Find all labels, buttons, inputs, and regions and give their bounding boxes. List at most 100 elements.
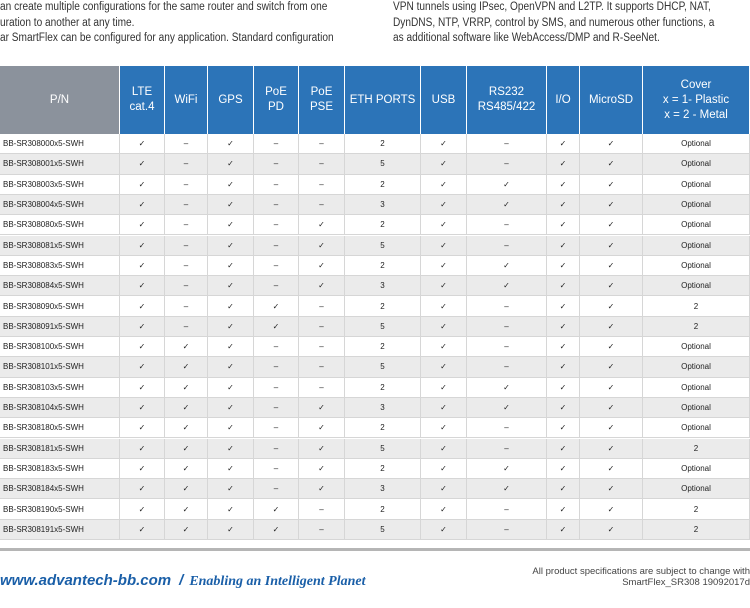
- table-cell: Optional: [643, 174, 750, 195]
- table-cell: –: [254, 397, 299, 419]
- table-cell: 2: [643, 499, 750, 520]
- table-cell: ✓: [467, 255, 547, 277]
- header-text: P/N: [49, 93, 70, 106]
- table-cell: ✓: [547, 316, 580, 337]
- table-cell: ✓: [120, 438, 165, 459]
- table-cell: 2: [345, 296, 421, 317]
- table-cell: 2: [643, 519, 750, 540]
- table-cell: ✓: [421, 235, 467, 256]
- table-cell: ✓: [208, 134, 254, 155]
- header-text: cat.4: [129, 101, 155, 113]
- table-cell: 2: [345, 134, 421, 155]
- table-cell: 2: [643, 316, 750, 337]
- table-cell: Optional: [643, 377, 750, 398]
- table-row: BB-SR308001x5-SWH ✓ – ✓ – –5 ✓ – ✓ ✓ Optional: [0, 154, 750, 175]
- header-text: GPS: [218, 93, 243, 106]
- table-cell: –: [254, 458, 299, 480]
- table-cell: ✓: [421, 255, 467, 277]
- table-cell: ✓: [580, 194, 643, 216]
- intro-line: an create multiple configurations for th…: [0, 1, 328, 13]
- table-cell: ✓: [421, 499, 467, 520]
- table-cell: –: [254, 418, 299, 439]
- table-cell: ✓: [120, 134, 165, 155]
- table-cell: 5: [345, 235, 421, 256]
- table-cell: ✓: [208, 296, 254, 317]
- table-cell: ✓: [421, 519, 467, 540]
- header-cell: WiFi: [165, 66, 208, 134]
- table-cell: –: [299, 519, 345, 540]
- table-cell: –: [254, 215, 299, 236]
- table-cell: ✓: [421, 276, 467, 297]
- table-row: BB-SR308100x5-SWH ✓ ✓ ✓ – –2 ✓ – ✓ ✓ Optional: [0, 337, 750, 358]
- table-cell: ✓: [547, 235, 580, 256]
- table-cell: ✓: [208, 418, 254, 439]
- table-cell: ✓: [467, 194, 547, 216]
- table-cell: ✓: [421, 438, 467, 459]
- table-cell: ✓: [580, 418, 643, 439]
- table-cell: Optional: [643, 255, 750, 277]
- table-cell: ✓: [208, 154, 254, 175]
- table-row: BB-SR308091x5-SWH ✓ – ✓ ✓ –5 ✓ – ✓ ✓ 2: [0, 316, 750, 337]
- table-cell: 2: [345, 255, 421, 277]
- table-cell: ✓: [208, 194, 254, 216]
- table-cell: BB-SR308083x5-SWH: [0, 255, 120, 277]
- table-row: BB-SR308101x5-SWH ✓ ✓ ✓ – –5 ✓ – ✓ ✓ Optional: [0, 357, 750, 378]
- table-cell: –: [467, 134, 547, 155]
- intro-line: uration to another at any time.: [0, 16, 135, 29]
- table-cell: ✓: [120, 479, 165, 500]
- table-cell: –: [165, 316, 208, 337]
- table-cell: ✓: [165, 479, 208, 500]
- table-cell: –: [299, 296, 345, 317]
- table-cell: ✓: [467, 174, 547, 195]
- table-cell: ✓: [580, 458, 643, 480]
- table-cell: BB-SR308003x5-SWH: [0, 174, 120, 195]
- table-cell: ✓: [120, 337, 165, 358]
- table-cell: ✓: [547, 357, 580, 378]
- table-row: BB-SR308190x5-SWH ✓ ✓ ✓ ✓ –2 ✓ – ✓ ✓ 2: [0, 499, 750, 520]
- table-cell: ✓: [120, 499, 165, 520]
- table-cell: ✓: [580, 174, 643, 195]
- table-cell: BB-SR308181x5-SWH: [0, 438, 120, 459]
- table-cell: –: [467, 296, 547, 317]
- table-cell: ✓: [421, 296, 467, 317]
- table-cell: BB-SR308191x5-SWH: [0, 519, 120, 540]
- table-row: BB-SR308181x5-SWH ✓ ✓ ✓ – ✓ 5 ✓ – ✓ ✓ 2: [0, 438, 750, 459]
- table-cell: ✓: [547, 479, 580, 500]
- table-row: BB-SR308184x5-SWH ✓ ✓ ✓ – ✓ 3 ✓ ✓ ✓ ✓ Optional: [0, 479, 750, 500]
- table-cell: Optional: [643, 479, 750, 500]
- table-cell: ✓: [208, 519, 254, 540]
- table-cell: 5: [345, 316, 421, 337]
- header-cell: ETH PORTS: [345, 66, 421, 134]
- intro-left: an create multiple configurations for th…: [0, 0, 385, 47]
- table-cell: BB-SR308100x5-SWH: [0, 337, 120, 358]
- table-cell: ✓: [120, 174, 165, 195]
- table-cell: –: [254, 357, 299, 378]
- table-cell: Optional: [643, 276, 750, 297]
- table-row: BB-SR308084x5-SWH ✓ – ✓ – ✓ 3 ✓ ✓ ✓ ✓ Optional: [0, 276, 750, 297]
- header-text: PoE: [310, 86, 333, 98]
- table-cell: BB-SR308090x5-SWH: [0, 296, 120, 317]
- table-row: BB-SR308080x5-SWH ✓ – ✓ – ✓ 2 ✓ – ✓ ✓ Optional: [0, 215, 750, 236]
- table-cell: ✓: [120, 215, 165, 236]
- table-cell: –: [165, 215, 208, 236]
- table-cell: ✓: [120, 377, 165, 398]
- table-cell: ✓: [165, 377, 208, 398]
- table-cell: ✓: [467, 479, 547, 500]
- table-cell: 3: [345, 194, 421, 216]
- table-cell: –: [254, 154, 299, 175]
- table-row: BB-SR308003x5-SWH ✓ – ✓ – –2 ✓ ✓ ✓ ✓ Optional: [0, 174, 750, 195]
- table-cell: ✓: [120, 296, 165, 317]
- table-cell: ✓: [120, 458, 165, 480]
- table-cell: ✓: [208, 235, 254, 256]
- table-cell: 3: [345, 276, 421, 297]
- table-cell: –: [467, 418, 547, 439]
- table-cell: ✓: [208, 377, 254, 398]
- table-cell: ✓: [421, 397, 467, 419]
- table-cell: ✓: [165, 438, 208, 459]
- table-cell: ✓: [254, 296, 299, 317]
- notice-text: All product specifications are subject t…: [532, 566, 750, 577]
- table-cell: –: [299, 134, 345, 155]
- table-cell: 2: [345, 499, 421, 520]
- table-cell: ✓: [580, 316, 643, 337]
